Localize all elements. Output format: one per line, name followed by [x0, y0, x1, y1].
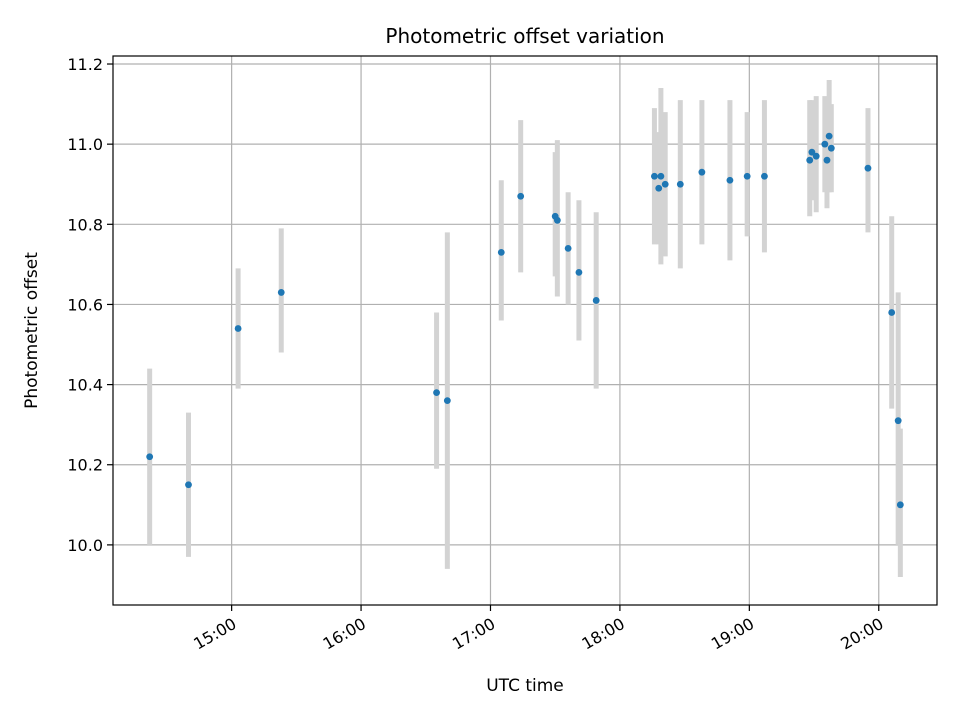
- data-point: [517, 192, 525, 200]
- error-bars: [147, 80, 903, 577]
- data-point: [894, 417, 902, 425]
- data-point: [661, 180, 669, 188]
- x-tick-label: 20:00: [837, 614, 886, 654]
- plot-frame: [112, 55, 938, 606]
- chart-title: Photometric offset variation: [385, 24, 664, 48]
- x-tick-label: 16:00: [320, 614, 369, 654]
- data-point: [888, 309, 896, 316]
- y-tick-label: 10.2: [67, 456, 103, 475]
- data-point: [651, 172, 658, 180]
- data-point: [564, 244, 572, 252]
- data-point: [726, 176, 734, 184]
- data-point: [808, 148, 816, 156]
- data-point: [553, 216, 561, 224]
- data-point: [864, 164, 872, 172]
- data-point: [234, 325, 242, 332]
- data-point: [185, 481, 192, 489]
- y-tick-label: 10.8: [67, 215, 103, 234]
- data-point: [743, 172, 751, 180]
- data-point: [896, 501, 904, 509]
- data-point: [497, 248, 505, 256]
- data-point: [698, 168, 706, 176]
- data-point: [657, 172, 665, 180]
- x-tick-label: 17:00: [449, 614, 498, 654]
- x-axis-label: UTC time: [486, 676, 564, 696]
- y-tick-label: 10.6: [67, 295, 103, 314]
- data-point: [825, 132, 833, 140]
- y-tick-label: 10.4: [67, 376, 103, 395]
- x-tick-label: 18:00: [578, 614, 627, 654]
- data-point: [812, 152, 820, 160]
- y-axis-label: Photometric offset: [22, 252, 42, 409]
- data-point: [827, 144, 835, 152]
- data-point: [443, 397, 451, 405]
- data-point: [146, 453, 154, 461]
- y-tick-label: 11.0: [67, 135, 103, 154]
- data-point: [655, 184, 663, 192]
- data-point: [821, 140, 829, 148]
- data-point: [277, 289, 285, 296]
- data-point: [433, 389, 440, 397]
- data-point: [823, 156, 831, 164]
- grid-lines: [113, 56, 937, 605]
- y-tick-label: 10.0: [67, 536, 103, 555]
- data-point: [761, 172, 768, 180]
- data-points: [146, 132, 904, 509]
- data-point: [676, 180, 684, 188]
- data-point: [592, 297, 600, 304]
- data-point: [806, 156, 814, 164]
- x-tick-label: 19:00: [708, 614, 757, 654]
- data-point: [575, 268, 583, 276]
- y-tick-label: 11.2: [67, 55, 103, 74]
- x-tick-label: 15:00: [190, 614, 239, 654]
